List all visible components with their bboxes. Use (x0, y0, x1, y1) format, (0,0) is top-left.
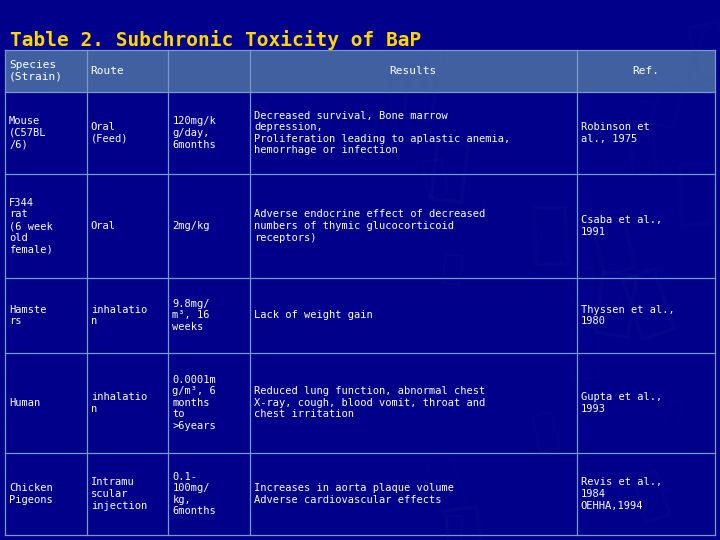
Text: 文: 文 (629, 262, 671, 322)
Text: Intramu
scular
injection: Intramu scular injection (91, 477, 147, 511)
Text: 9.8mg/
m³, 16
weeks: 9.8mg/ m³, 16 weeks (172, 299, 210, 332)
Bar (86, 353, 168, 453)
Text: Revis et al.,
1984
OEHHA,1994: Revis et al., 1984 OEHHA,1994 (580, 477, 662, 511)
Text: 0.1-
100mg/
kg,
6months: 0.1- 100mg/ kg, 6months (172, 471, 216, 516)
Text: Human: Human (9, 398, 40, 408)
Text: Oral: Oral (91, 221, 116, 231)
Text: 字: 字 (528, 200, 573, 269)
Bar (250, 278, 577, 353)
Text: Mouse
(C57BL
/6): Mouse (C57BL /6) (9, 116, 47, 150)
Bar (250, 174, 577, 278)
Bar (168, 278, 250, 353)
Text: 0.0001m
g/m³, 6
months
to
>6years: 0.0001m g/m³, 6 months to >6years (172, 375, 216, 431)
Bar (86, 278, 168, 353)
Bar (86, 453, 168, 535)
Text: Lack of weight gain: Lack of weight gain (254, 310, 373, 320)
Text: 語: 語 (477, 173, 516, 226)
Text: Thyssen et al.,
1980: Thyssen et al., 1980 (580, 305, 675, 326)
Bar (86, 174, 168, 278)
Bar (577, 174, 715, 278)
Text: 字: 字 (631, 98, 655, 133)
Bar (86, 92, 168, 174)
Bar (5, 278, 86, 353)
Text: 語: 語 (382, 55, 431, 133)
Text: Adverse endocrine effect of decreased
numbers of thymic glucocorticoid
receptors: Adverse endocrine effect of decreased nu… (254, 210, 485, 242)
Bar (168, 353, 250, 453)
Text: 字: 字 (418, 154, 451, 200)
Text: 120mg/k
g/day,
6months: 120mg/k g/day, 6months (172, 116, 216, 150)
Text: 文: 文 (662, 398, 685, 429)
Text: Table 2. Subchronic Toxicity of BaP: Table 2. Subchronic Toxicity of BaP (10, 30, 421, 50)
Text: Reduced lung function, abnormal chest
X-ray, cough, blood vomit, throat and
ches: Reduced lung function, abnormal chest X-… (254, 386, 485, 420)
Text: Csaba et al.,
1991: Csaba et al., 1991 (580, 215, 662, 237)
Bar (86, 50, 168, 92)
Bar (168, 92, 250, 174)
Text: 文: 文 (646, 78, 687, 132)
Text: 本: 本 (680, 18, 720, 97)
Bar (577, 453, 715, 535)
Text: 文: 文 (614, 261, 681, 345)
Bar (168, 174, 250, 278)
Text: 日: 日 (570, 361, 589, 390)
Bar (5, 174, 86, 278)
Text: 漢: 漢 (504, 267, 534, 306)
Text: inhalatio
n: inhalatio n (91, 392, 147, 414)
Text: F344
rat
(6 week
old
female): F344 rat (6 week old female) (9, 198, 53, 254)
Text: Decreased survival, Bone marrow
depression,
Proliferation leading to aplastic an: Decreased survival, Bone marrow depressi… (254, 111, 510, 156)
Text: Oral
(Feed): Oral (Feed) (91, 122, 128, 144)
Bar (5, 353, 86, 453)
Text: 語: 語 (420, 451, 472, 518)
Text: 本: 本 (444, 511, 464, 540)
Bar (250, 92, 577, 174)
Text: 日: 日 (611, 274, 647, 321)
Text: 本: 本 (583, 201, 640, 278)
Text: inhalatio
n: inhalatio n (91, 305, 147, 326)
Text: Hamste
rs: Hamste rs (9, 305, 47, 326)
Bar (168, 50, 250, 92)
Text: Ref.: Ref. (632, 66, 660, 76)
Text: 語: 語 (425, 136, 474, 207)
Text: 字: 字 (422, 25, 447, 66)
Text: Route: Route (91, 66, 125, 76)
Text: Robinson et
al., 1975: Robinson et al., 1975 (580, 122, 649, 144)
Bar (250, 453, 577, 535)
Text: 語: 語 (439, 252, 464, 287)
Bar (250, 50, 577, 92)
Text: 字: 字 (682, 13, 720, 86)
Text: 語: 語 (673, 156, 720, 228)
Text: 文: 文 (626, 126, 660, 177)
Text: Chicken
Pigeons: Chicken Pigeons (9, 483, 53, 505)
Bar (577, 50, 715, 92)
Text: Gupta et al.,
1993: Gupta et al., 1993 (580, 392, 662, 414)
Text: 2mg/kg: 2mg/kg (172, 221, 210, 231)
Bar (5, 453, 86, 535)
Text: 文: 文 (399, 62, 442, 125)
Bar (577, 278, 715, 353)
Text: 語: 語 (588, 265, 641, 343)
Text: Species
(Strain): Species (Strain) (9, 60, 63, 82)
Bar (5, 92, 86, 174)
Text: 日: 日 (626, 464, 674, 526)
Text: 漢: 漢 (438, 499, 490, 540)
Bar (577, 92, 715, 174)
Text: Results: Results (390, 66, 437, 76)
Text: 語: 語 (570, 263, 597, 306)
Text: 文: 文 (567, 323, 605, 382)
Bar (168, 453, 250, 535)
Bar (5, 50, 86, 92)
Text: Increases in aorta plaque volume
Adverse cardiovascular effects: Increases in aorta plaque volume Adverse… (254, 483, 454, 505)
Bar (577, 353, 715, 453)
Bar (250, 353, 577, 453)
Text: 語: 語 (528, 407, 564, 455)
Text: 文: 文 (590, 468, 626, 521)
